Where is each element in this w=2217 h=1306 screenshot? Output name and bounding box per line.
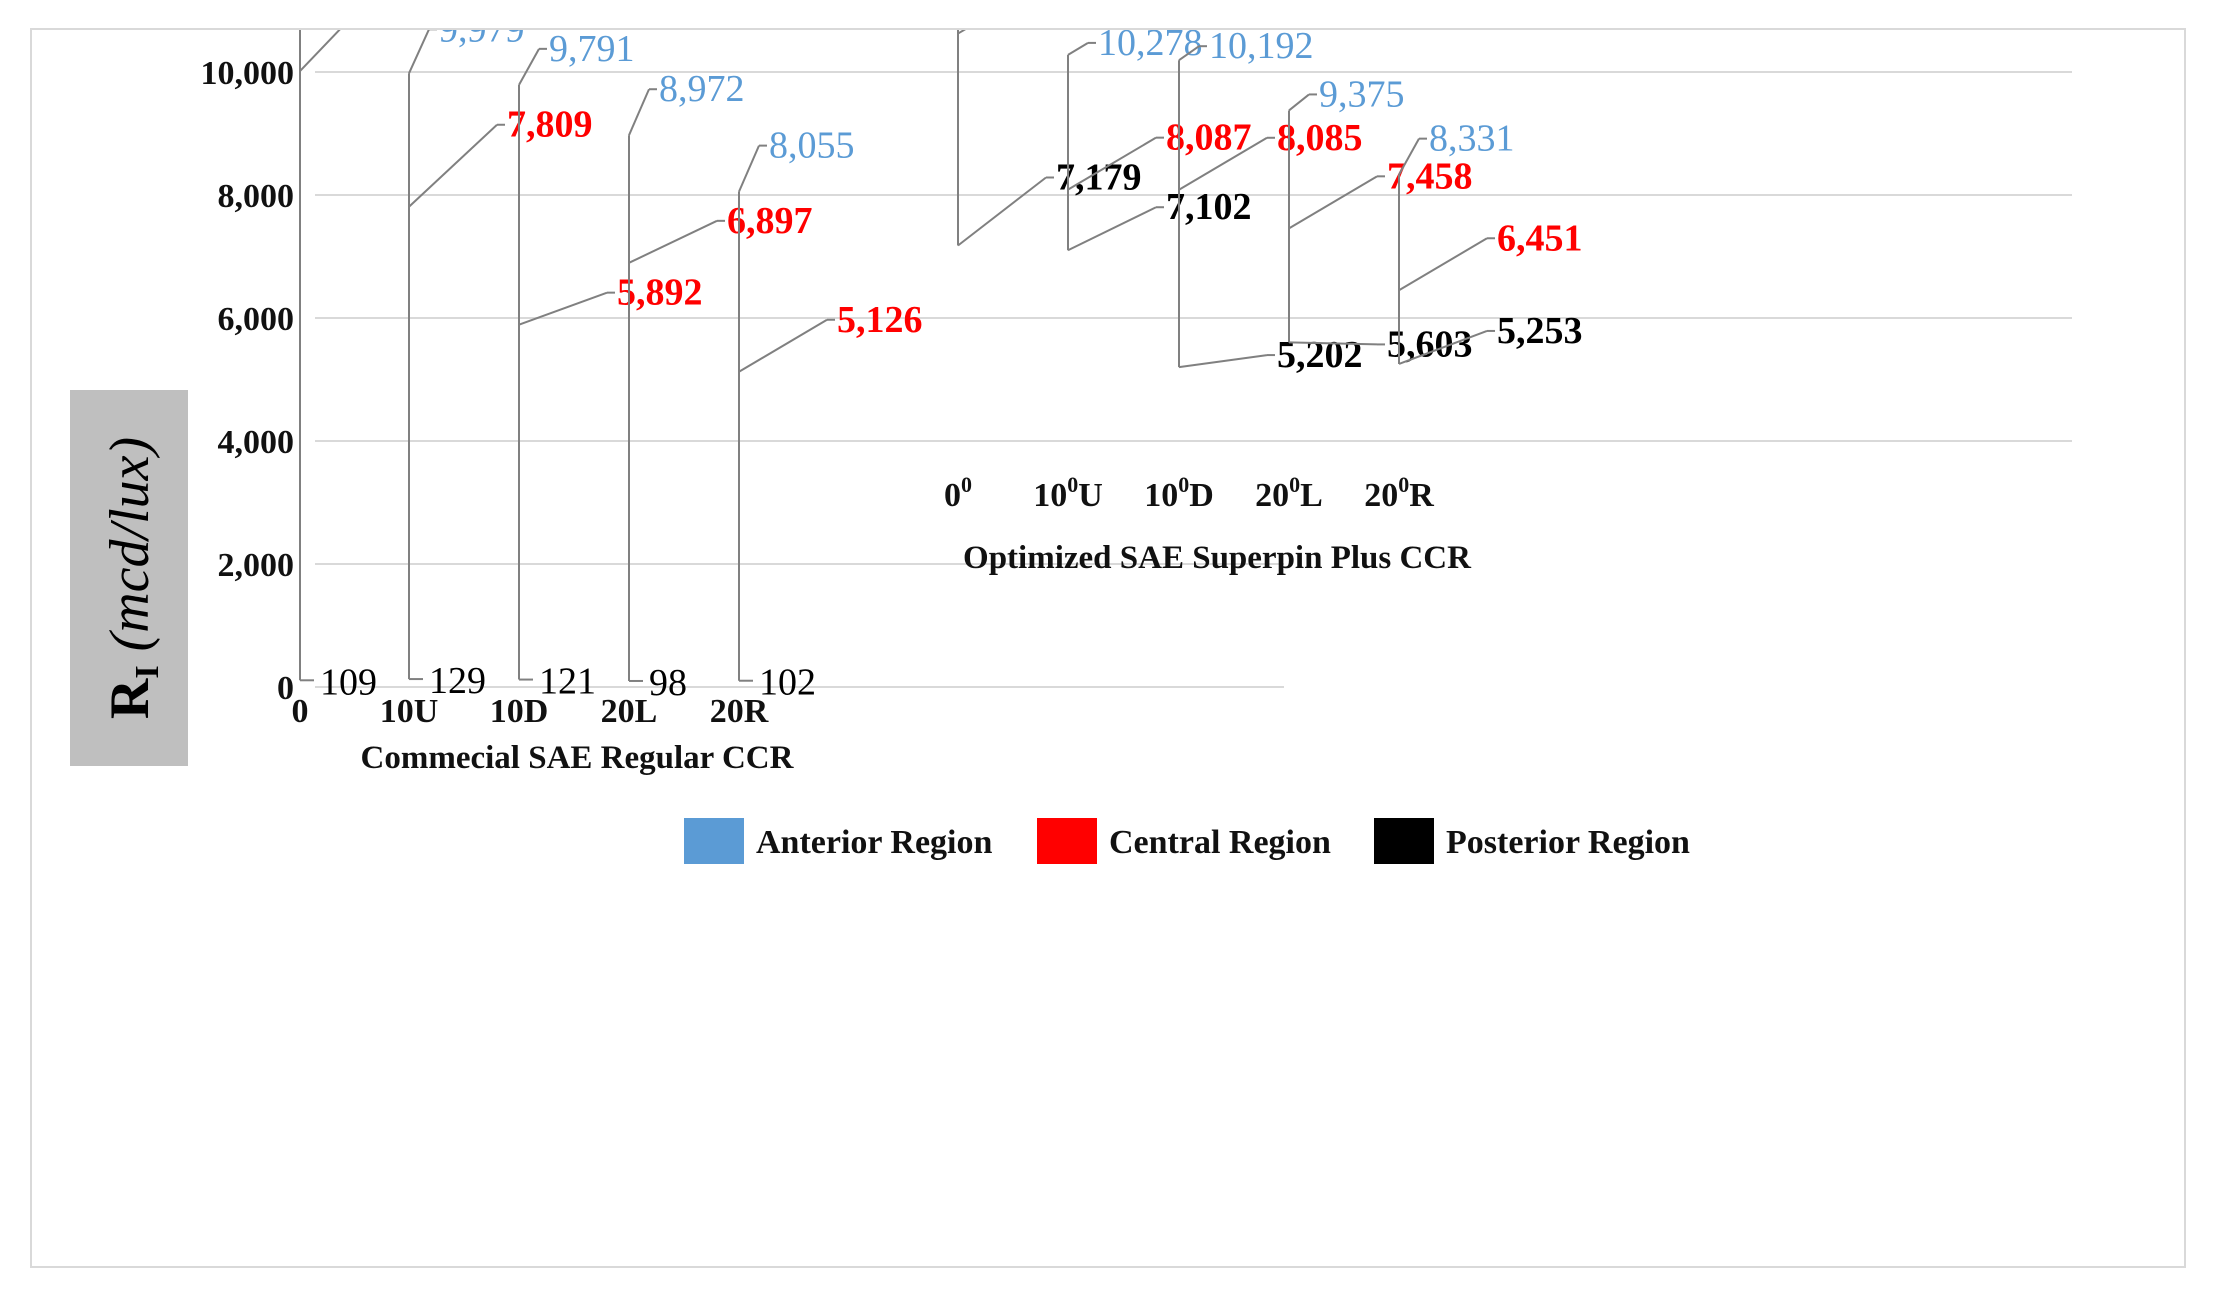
- y-tick-label: 6,000: [218, 301, 295, 338]
- leader-line: [1178, 45, 1200, 62]
- svg-text:RI (mcd/lux): RI (mcd/lux): [99, 437, 166, 719]
- leader-line: [1067, 206, 1157, 252]
- panel-caption: Commecial SAE Regular CCR: [361, 740, 795, 776]
- chart-figure: RI (mcd/lux) 0 2,000 4,000 6,000 8,000 10,000…: [30, 0, 2186, 1268]
- legend: Anterior Region Central Region Posterior R…: [684, 818, 1690, 864]
- category-label-suffix: D: [1189, 477, 1214, 514]
- data-label: 7,458: [1387, 155, 1473, 197]
- data-label: 6,451: [1497, 217, 1583, 259]
- y-tick-label: 8,000: [218, 178, 295, 215]
- legend-label: Central Region: [1109, 824, 1331, 861]
- data-label: 7,809: [507, 104, 593, 146]
- category-label-degree: 0: [1067, 472, 1078, 497]
- data-label: 7,179: [1056, 156, 1142, 198]
- category-label: 200R: [1364, 472, 1434, 514]
- chart-svg: RI (mcd/lux) 02,0004,0006,0008,00010,000…: [70, 0, 2144, 930]
- data-label: 9,375: [1319, 73, 1405, 115]
- category-label-base: 20: [1255, 477, 1289, 514]
- leader-line: [1178, 354, 1268, 369]
- data-label: 5,603: [1387, 323, 1473, 365]
- data-label: 5,253: [1497, 310, 1583, 352]
- y-tick-label: 10,000: [201, 55, 295, 92]
- category-label: 20R: [710, 693, 769, 730]
- data-label: 109: [320, 661, 377, 703]
- category-label-degree: 0: [1289, 472, 1300, 497]
- category-label-degree: 0: [1398, 472, 1409, 497]
- category-label: 100U: [1033, 472, 1103, 514]
- leader-line: [518, 291, 608, 326]
- leader-line: [738, 145, 760, 193]
- data-label: 98: [649, 662, 687, 704]
- category-label-degree: 0: [961, 472, 972, 497]
- leader-line: [1398, 237, 1488, 292]
- leader-line: [1288, 175, 1378, 230]
- y-axis-title-main: R: [99, 678, 161, 719]
- y-tick-label: 4,000: [218, 424, 295, 461]
- panel-1: 012,10710,01510910U9,9797,80912910D9,791…: [292, 0, 923, 776]
- category-label-base: 0: [944, 477, 961, 514]
- legend-swatch: [1374, 818, 1434, 864]
- data-label: 8,087: [1166, 117, 1252, 159]
- y-axis-title-box: [70, 390, 188, 766]
- category-label: 200L: [1255, 472, 1323, 514]
- leader-line: [1288, 341, 1378, 346]
- y-tick-label: 2,000: [218, 547, 295, 584]
- leader-line: [628, 219, 718, 264]
- y-axis-title: RI (mcd/lux): [70, 390, 188, 766]
- data-label: 7,102: [1166, 186, 1252, 228]
- panel-caption: Optimized SAE Superpin Plus CCR: [963, 540, 1472, 576]
- category-label: 0: [292, 693, 309, 730]
- category-label: 20L: [601, 693, 658, 730]
- legend-label: Anterior Region: [756, 824, 992, 861]
- leader-line: [957, 0, 1017, 35]
- category-label: 00: [944, 472, 972, 514]
- leader-line: [1288, 93, 1310, 112]
- leader-line: [1067, 136, 1157, 191]
- data-label: 10,278: [1098, 30, 1203, 64]
- y-tick-label: 0: [277, 670, 294, 707]
- category-label-base: 10: [1144, 477, 1178, 514]
- data-label: 102: [759, 662, 816, 704]
- leader-line: [299, 0, 370, 72]
- category-label: 100D: [1144, 472, 1214, 514]
- legend-swatch: [684, 818, 744, 864]
- data-label: 5,892: [617, 272, 703, 314]
- data-label: 8,331: [1429, 118, 1515, 160]
- category-label-base: 20: [1364, 477, 1398, 514]
- leader-line: [518, 48, 540, 86]
- leader-line: [408, 124, 498, 208]
- leader-line: [738, 318, 828, 373]
- leader-line: [408, 28, 430, 74]
- data-label: 121: [539, 661, 596, 703]
- category-label-base: 10: [1033, 477, 1067, 514]
- leader-line: [1398, 330, 1488, 365]
- leader-line: [628, 88, 650, 136]
- data-label: 129: [429, 660, 486, 702]
- data-label: 5,126: [837, 299, 923, 341]
- legend-swatch: [1037, 818, 1097, 864]
- category-label: 10U: [380, 693, 439, 730]
- legend-label: Posterior Region: [1446, 824, 1690, 861]
- data-label: 10,192: [1209, 30, 1314, 67]
- category-label-suffix: R: [1409, 477, 1434, 514]
- y-axis-title-units: (mcd/lux): [99, 437, 161, 652]
- leader-line: [1178, 136, 1268, 191]
- data-label: 5,202: [1277, 334, 1363, 376]
- category-label-suffix: L: [1300, 477, 1323, 514]
- data-label: 8,972: [659, 68, 745, 110]
- data-label: 8,085: [1277, 117, 1363, 159]
- y-axis-title-sub: I: [129, 665, 166, 678]
- leader-line: [957, 176, 1047, 247]
- data-label: 8,055: [769, 125, 855, 167]
- leader-line: [1067, 42, 1089, 56]
- category-label-degree: 0: [1178, 472, 1189, 497]
- data-label: 6,897: [727, 200, 813, 242]
- category-label: 10D: [490, 693, 549, 730]
- data-label: 9,791: [549, 30, 635, 70]
- leader-line: [1398, 138, 1420, 176]
- data-label: 9,979: [439, 30, 525, 50]
- category-label-suffix: U: [1078, 477, 1103, 514]
